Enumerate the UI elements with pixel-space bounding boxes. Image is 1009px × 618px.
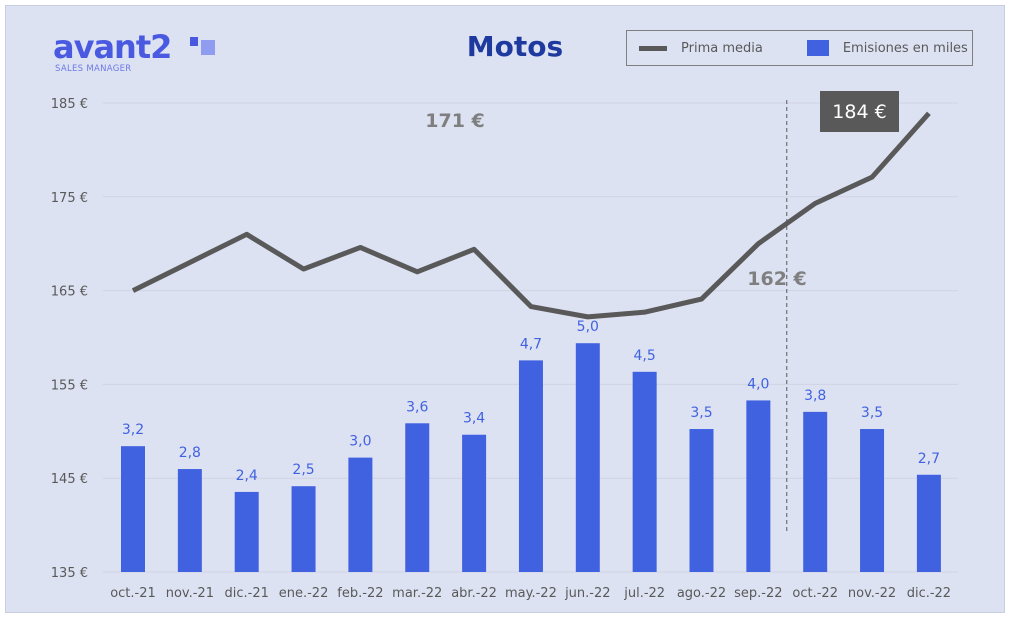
bar-data-label: 4,7 <box>520 336 542 352</box>
bar-data-label: 2,5 <box>292 462 314 478</box>
x-tick-label: may.-22 <box>505 586 557 601</box>
bar <box>518 360 543 572</box>
prima-media-line <box>131 111 931 320</box>
x-tick-label: dic.-21 <box>225 586 269 601</box>
bar <box>746 400 771 572</box>
bar-data-label: 2,8 <box>179 445 201 461</box>
legend-line-swatch <box>639 45 667 51</box>
bar <box>575 343 600 572</box>
bar-data-label: 3,8 <box>804 388 826 404</box>
logo-word: avant2 <box>53 28 172 66</box>
x-tick-label: abr.-22 <box>451 586 497 601</box>
y-tick-label: 175 € <box>51 191 88 206</box>
bar-data-label: 5,0 <box>577 319 599 335</box>
bar <box>689 429 714 572</box>
bar <box>291 486 316 572</box>
bar-data-label: 4,5 <box>634 348 656 364</box>
x-tick-label: oct.-21 <box>110 586 156 601</box>
x-tick-label: dic.-22 <box>907 586 951 601</box>
bar-data-label: 2,7 <box>918 451 940 467</box>
logo: avant2 SALES MANAGER <box>53 28 215 74</box>
bar-data-label: 3,5 <box>861 405 883 421</box>
bar <box>405 423 430 572</box>
x-tick-label: jun.-22 <box>564 586 610 601</box>
logo-mark-icon <box>190 37 215 55</box>
y-tick-label: 135 € <box>51 566 88 581</box>
y-tick-label: 165 € <box>51 285 88 300</box>
bar-data-label: 3,2 <box>122 422 144 438</box>
legend-label-prima: Prima media <box>681 40 763 56</box>
y-tick-label: 155 € <box>51 378 88 393</box>
x-tick-label: ene.-22 <box>279 586 329 601</box>
chart-title: Motos <box>466 30 564 63</box>
bar <box>177 469 202 572</box>
bar <box>860 429 885 572</box>
x-tick-label: oct.-22 <box>792 586 838 601</box>
bar-data-label: 3,4 <box>463 411 485 427</box>
x-tick-label: jul.-22 <box>623 586 665 601</box>
bar <box>462 434 487 572</box>
x-tick-label: mar.-22 <box>392 586 442 601</box>
annotation-184: 184 € <box>832 101 886 123</box>
bar <box>121 446 145 572</box>
annotation-162: 162 € <box>747 268 807 290</box>
y-tick-label: 145 € <box>51 472 88 487</box>
annotation-184-box <box>820 91 899 132</box>
bar <box>803 411 828 572</box>
bar-data-label: 4,0 <box>747 376 769 392</box>
bar-data-label: 3,0 <box>349 434 371 450</box>
x-tick-label: nov.-22 <box>848 586 896 601</box>
x-tick-label: ago.-22 <box>677 586 726 601</box>
legend: Prima media Emisiones en miles <box>626 30 973 66</box>
bar-data-label: 2,4 <box>236 468 258 484</box>
legend-label-emisiones: Emisiones en miles <box>842 40 968 56</box>
annotation-171: 171 € <box>425 110 485 132</box>
x-tick-label: sep.-22 <box>734 586 782 601</box>
x-tick-label: nov.-21 <box>166 586 214 601</box>
x-tick-label: feb.-22 <box>337 586 383 601</box>
bar-data-label: 3,6 <box>406 399 428 415</box>
bar <box>348 457 373 572</box>
y-tick-label: 185 € <box>51 97 88 112</box>
legend-bar-swatch <box>806 40 829 56</box>
bar <box>916 474 941 572</box>
bar <box>234 491 259 572</box>
bar <box>632 371 657 572</box>
logo-subtitle: SALES MANAGER <box>55 64 132 74</box>
bar-data-label: 3,5 <box>690 405 712 421</box>
